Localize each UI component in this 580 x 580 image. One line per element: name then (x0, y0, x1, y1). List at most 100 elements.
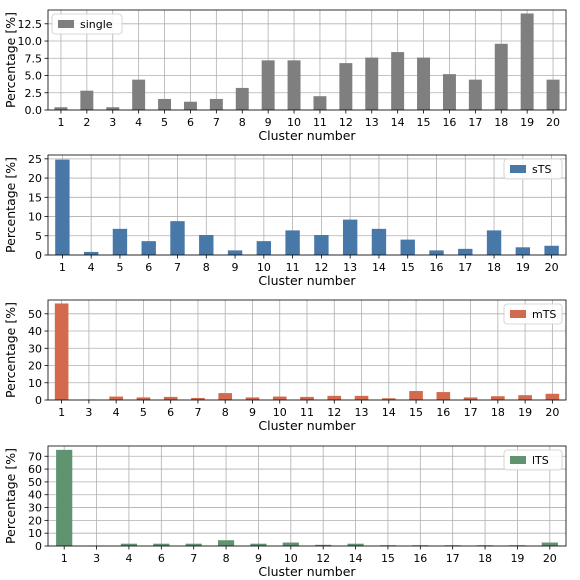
bar-6 (163, 396, 178, 400)
y-tick-label: 40 (28, 489, 42, 502)
x-tick-label: 19 (520, 116, 534, 129)
x-tick-label: 14 (382, 406, 396, 419)
legend-swatch (510, 165, 526, 173)
bar-4 (120, 543, 138, 546)
bar-13 (365, 57, 379, 110)
y-tick-label: 2.5 (25, 87, 43, 100)
bar-12 (314, 235, 329, 255)
y-axis-label: Percentage [%] (3, 12, 18, 108)
x-tick-label: 18 (494, 116, 508, 129)
x-tick-label: 17 (464, 406, 478, 419)
x-tick-label: 15 (409, 406, 423, 419)
bar-14 (347, 543, 364, 546)
bar-4 (109, 396, 123, 400)
x-tick-label: 18 (478, 552, 492, 565)
x-tick-label: 14 (349, 552, 363, 565)
x-tick-label: 20 (543, 552, 557, 565)
x-tick-label: 3 (93, 552, 100, 565)
bar-4 (132, 79, 146, 110)
plot-frame (47, 154, 567, 256)
bar-12 (327, 395, 342, 400)
bar-19 (520, 13, 534, 111)
y-tick-label: 5 (35, 230, 42, 243)
y-tick-label: 25 (28, 153, 42, 166)
legend-label: sTS (532, 163, 551, 176)
x-tick-label: 18 (491, 406, 505, 419)
x-tick-label: 18 (487, 261, 501, 274)
x-tick-label: 11 (286, 261, 300, 274)
x-tick-label: 2 (83, 116, 90, 129)
y-tick-label: 0 (35, 249, 42, 262)
x-tick-label: 1 (59, 261, 66, 274)
x-tick-label: 16 (442, 116, 456, 129)
legend-label: single (80, 18, 113, 31)
plot-frame (47, 445, 567, 547)
y-tick-label: 50 (28, 476, 42, 489)
bar-19 (515, 247, 531, 255)
y-tick-label: 20 (28, 172, 42, 185)
x-tick-label: 1 (57, 116, 64, 129)
x-tick-label: 6 (145, 261, 152, 274)
bar-7 (185, 543, 202, 546)
bar-6 (183, 101, 197, 110)
y-tick-label: 10.0 (18, 35, 43, 48)
x-tick-label: 20 (546, 116, 560, 129)
bar-8 (218, 393, 233, 400)
bar-18 (486, 230, 502, 255)
bar-19 (518, 395, 532, 400)
bar-4 (83, 251, 99, 255)
x-tick-label: 20 (545, 261, 559, 274)
x-tick-label: 7 (213, 116, 220, 129)
x-tick-label: 8 (239, 116, 246, 129)
x-tick-label: 1 (58, 406, 65, 419)
bar-16 (429, 250, 444, 255)
bar-18 (494, 43, 508, 110)
x-tick-label: 7 (190, 552, 197, 565)
x-tick-label: 12 (316, 552, 330, 565)
bar-14 (391, 52, 405, 110)
bar-9 (245, 397, 260, 400)
bar-7 (170, 221, 185, 255)
x-tick-label: 4 (135, 116, 142, 129)
bar-20 (545, 393, 560, 400)
bar-9 (227, 250, 243, 255)
y-tick-label: 0 (35, 540, 42, 553)
bar-1 (55, 159, 70, 255)
x-tick-label: 10 (284, 552, 298, 565)
x-tick-label: 15 (401, 261, 415, 274)
y-tick-label: 15 (28, 191, 42, 204)
x-tick-label: 6 (158, 552, 165, 565)
y-tick-label: 10 (28, 211, 42, 224)
x-tick-label: 9 (249, 406, 256, 419)
x-tick-label: 4 (88, 261, 95, 274)
bar-18 (491, 396, 505, 400)
y-tick-label: 60 (28, 463, 42, 476)
bar-9 (250, 543, 267, 546)
x-tick-label: 10 (273, 406, 287, 419)
x-tick-label: 17 (446, 552, 460, 565)
x-tick-label: 20 (545, 406, 559, 419)
x-tick-label: 5 (116, 261, 123, 274)
x-tick-label: 4 (113, 406, 120, 419)
x-tick-label: 3 (109, 116, 116, 129)
bar-20 (546, 79, 560, 110)
x-tick-label: 19 (516, 261, 530, 274)
x-tick-label: 14 (372, 261, 386, 274)
x-tick-label: 19 (510, 552, 524, 565)
bar-15 (409, 391, 423, 400)
legend-box (503, 449, 563, 471)
bar-17 (468, 79, 482, 110)
x-tick-label: 7 (174, 261, 181, 274)
x-tick-label: 12 (314, 261, 328, 274)
bar-1 (54, 303, 69, 400)
x-tick-label: 5 (161, 116, 168, 129)
bar-14 (381, 398, 396, 400)
y-tick-label: 40 (28, 325, 42, 338)
x-tick-label: 6 (167, 406, 174, 419)
x-axis-label: Cluster number (258, 273, 356, 288)
chart-panel-1: 0.02.55.07.510.012.51 2 3 4 5 6 7 8 9 10 11 12 13 14 1… (3, 9, 567, 143)
x-axis-label: Cluster number (258, 128, 356, 143)
bar-5 (112, 228, 128, 255)
y-tick-label: 20 (28, 514, 42, 527)
